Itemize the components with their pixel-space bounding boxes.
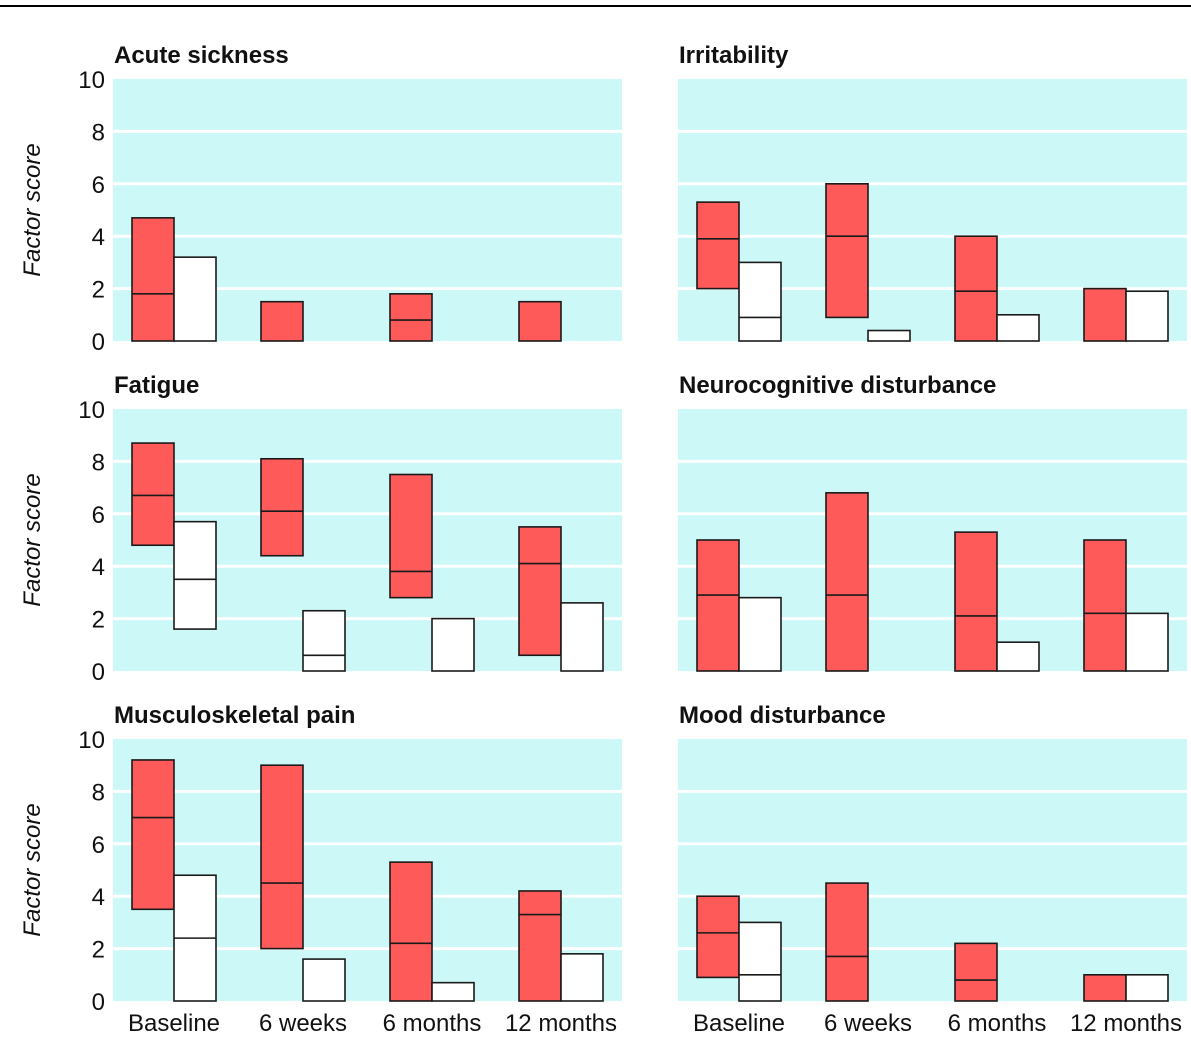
- y-tick-label: 8: [92, 119, 105, 146]
- y-axis-label: Factor score: [19, 803, 46, 936]
- x-tick-label-6-weeks: 6 weeks: [259, 1010, 347, 1037]
- box-red-baseline: [696, 201, 740, 290]
- panel-title: Neurocognitive disturbance: [679, 372, 996, 399]
- box-white-12-months: [1125, 973, 1169, 1002]
- box-red-12-months: [1083, 539, 1127, 672]
- box-red-12-months: [1083, 973, 1127, 1002]
- y-tick-label: 8: [92, 449, 105, 476]
- box-white-12-months: [560, 953, 604, 1002]
- box-white-6-months: [431, 617, 475, 672]
- x-tick-label-12-months: 12 months: [505, 1010, 617, 1037]
- y-tick-label: 2: [92, 277, 105, 304]
- y-tick-label: 6: [92, 502, 105, 529]
- panel-neurocognitive-disturbance: Neurocognitive disturbance: [678, 372, 1187, 672]
- y-tick-label: 6: [92, 832, 105, 859]
- x-tick-label-baseline: Baseline: [128, 1010, 220, 1037]
- box-red-baseline: [131, 217, 175, 342]
- y-axis-label: Factor score: [19, 143, 46, 276]
- y-tick-label: 2: [92, 937, 105, 964]
- y-tick-label: 6: [92, 172, 105, 199]
- box-red-6-weeks: [260, 457, 304, 557]
- y-tick-label: 10: [78, 397, 105, 424]
- box-red-6-months: [954, 531, 998, 672]
- panel-mood-disturbance: Mood disturbance Baseline 6 weeks 6 months 1…: [678, 702, 1187, 1037]
- box-white-baseline: [738, 921, 782, 1002]
- box-white-baseline: [738, 261, 782, 342]
- box-white-baseline: [738, 596, 782, 672]
- panel-irritability: Irritability: [678, 42, 1187, 342]
- box-white-baseline: [173, 256, 217, 342]
- box-red-6-months: [954, 235, 998, 342]
- box-red-baseline: [131, 442, 175, 547]
- x-tick-label-6-weeks: 6 weeks: [824, 1010, 912, 1037]
- box-red-12-months: [1083, 287, 1127, 342]
- panel-title: Irritability: [679, 42, 789, 69]
- panel-title: Mood disturbance: [679, 702, 886, 729]
- x-tick-label-6-months: 6 months: [948, 1010, 1047, 1037]
- y-tick-label: 0: [92, 989, 105, 1016]
- box-red-baseline: [696, 539, 740, 672]
- panels: Acute sickness 0 2 4 6 8 10 Factor score Irritab…: [19, 42, 1187, 1037]
- y-tick-label: 2: [92, 607, 105, 634]
- y-tick-label: 4: [92, 224, 105, 251]
- box-red-6-months: [389, 473, 433, 599]
- y-tick-label: 10: [78, 727, 105, 754]
- y-tick-label: 4: [92, 884, 105, 911]
- box-white-12-months: [1125, 290, 1169, 342]
- box-red-baseline: [131, 759, 175, 911]
- y-tick-label: 0: [92, 659, 105, 686]
- y-tick-label: 4: [92, 554, 105, 581]
- panel-acute-sickness: Acute sickness 0 2 4 6 8 10 Factor score: [19, 42, 622, 356]
- box-red-6-weeks: [260, 300, 304, 342]
- box-red-6-weeks: [825, 492, 869, 672]
- panel-fatigue: Fatigue 0 2 4 6 8 10 Factor score: [19, 372, 622, 686]
- box-white-6-months: [431, 981, 475, 1002]
- y-tick-label: 0: [92, 329, 105, 356]
- y-tick-label: 8: [92, 779, 105, 806]
- box-red-12-months: [518, 300, 562, 342]
- box-white-6-weeks: [302, 609, 346, 672]
- box-white-12-months: [560, 602, 604, 672]
- x-tick-label-baseline: Baseline: [693, 1010, 785, 1037]
- box-red-baseline: [696, 895, 740, 979]
- box-red-6-months: [389, 293, 433, 342]
- box-red-6-weeks: [825, 882, 869, 1002]
- box-white-6-weeks: [302, 958, 346, 1002]
- box-white-6-months: [996, 641, 1040, 672]
- box-red-12-months: [518, 526, 562, 657]
- box-red-12-months: [518, 890, 562, 1002]
- box-red-6-weeks: [260, 764, 304, 950]
- panel-title: Acute sickness: [114, 42, 289, 69]
- panel-title: Musculoskeletal pain: [114, 702, 355, 729]
- box-white-6-weeks: [867, 329, 911, 342]
- y-tick-label: 10: [78, 67, 105, 94]
- x-tick-label-6-months: 6 months: [383, 1010, 482, 1037]
- box-white-baseline: [173, 520, 217, 630]
- box-red-6-months: [954, 942, 998, 1002]
- panel-title: Fatigue: [114, 372, 199, 399]
- box-white-6-months: [996, 313, 1040, 342]
- box-white-12-months: [1125, 612, 1169, 672]
- y-axis-label: Factor score: [19, 473, 46, 606]
- box-red-6-weeks: [825, 183, 869, 319]
- box-red-6-months: [389, 861, 433, 1002]
- panel-musculoskeletal-pain: Musculoskeletal pain 0 2 4 6 8 10 Factor score B…: [19, 702, 622, 1037]
- x-tick-label-12-months: 12 months: [1070, 1010, 1182, 1037]
